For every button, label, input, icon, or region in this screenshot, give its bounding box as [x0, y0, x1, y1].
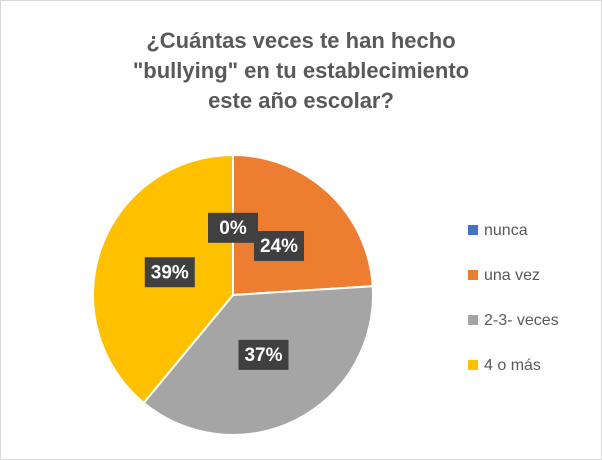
chart-title: este año escolar?: [208, 88, 394, 113]
data-label: 24%: [260, 236, 298, 257]
legend-swatch: [468, 315, 478, 325]
legend-label: nunca: [484, 222, 528, 239]
data-label-box: [144, 257, 195, 288]
legend-label: 2-3- veces: [484, 312, 559, 329]
legend-swatch: [468, 360, 478, 370]
data-label: 0%: [219, 218, 247, 239]
chart-title: "bullying" en tu establecimiento: [133, 58, 469, 83]
chart-title: ¿Cuántas veces te han hecho: [146, 28, 455, 53]
data-label: 39%: [151, 262, 189, 283]
data-label-box: [238, 339, 289, 370]
legend-swatch: [468, 225, 478, 235]
legend-label: una vez: [484, 267, 540, 284]
data-label-box: [208, 212, 258, 243]
data-label: 37%: [244, 345, 282, 366]
legend-label: 4 o más: [484, 357, 541, 374]
legend-swatch: [468, 270, 478, 280]
data-label-box: [254, 231, 305, 262]
